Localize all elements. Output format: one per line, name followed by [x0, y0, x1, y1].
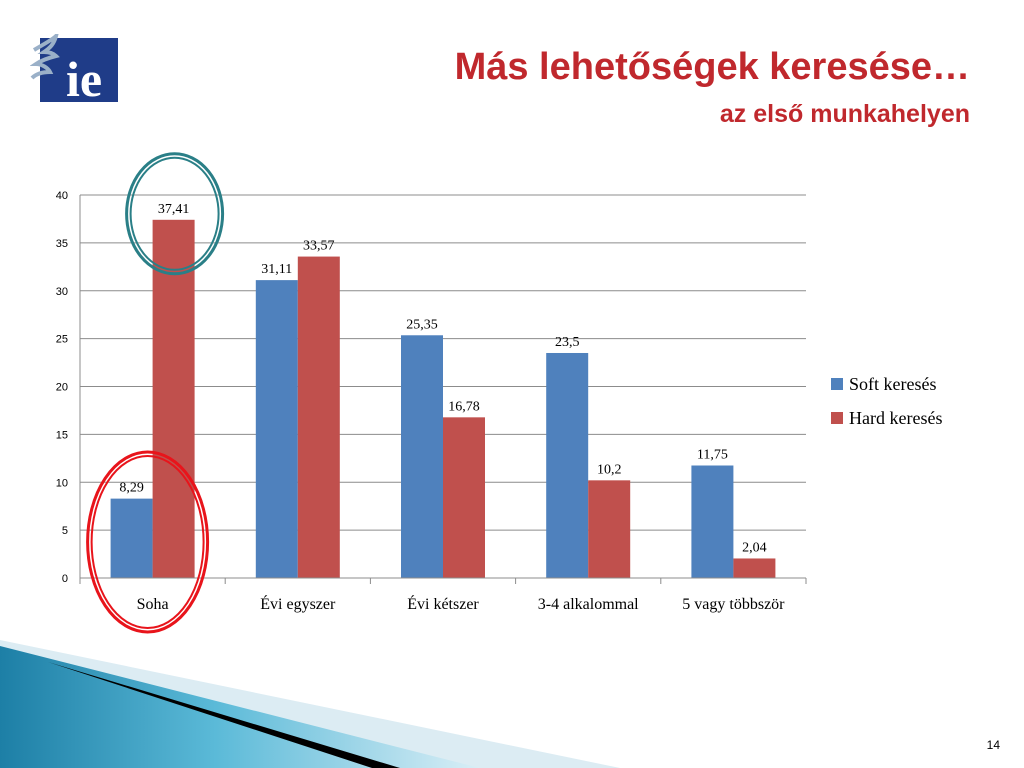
data-label: 10,2: [597, 462, 622, 477]
y-tick-label: 5: [62, 525, 68, 537]
decor-swoosh-blue: [0, 646, 480, 768]
category-label: Évi kétszer: [407, 594, 479, 613]
slide-subtitle: az első munkahelyen: [719, 100, 970, 128]
chart-axes: [79, 195, 807, 584]
bar: [255, 280, 298, 578]
bar: [733, 558, 776, 578]
data-label: 2,04: [742, 540, 767, 555]
legend-label: Hard keresés: [849, 408, 942, 428]
y-tick-label: 25: [56, 334, 68, 346]
data-label: 23,5: [555, 335, 580, 350]
bar: [401, 335, 443, 578]
bar: [443, 417, 485, 578]
data-label: 37,41: [158, 202, 190, 217]
bar: [152, 219, 195, 578]
chart-legend: Soft keresés Hard keresés: [831, 374, 942, 428]
y-tick-label: 40: [56, 190, 68, 202]
data-label: 31,11: [261, 262, 292, 277]
y-tick-label: 30: [56, 286, 68, 298]
y-tick-label: 35: [56, 238, 68, 250]
annotation-ellipse-inner: [129, 156, 220, 271]
data-label: 25,35: [406, 317, 438, 332]
logo: ie: [29, 29, 120, 109]
logo-icon: ie: [29, 29, 118, 107]
data-label: 8,29: [119, 481, 144, 496]
logo-text: ie: [66, 51, 102, 104]
decor-swoosh-black: [48, 662, 400, 768]
annotation-ellipse: [86, 450, 210, 634]
category-label: 5 vagy többször: [682, 596, 785, 613]
chart-annotations: [86, 152, 225, 634]
y-tick-label: 0: [62, 573, 68, 585]
legend-swatch: [831, 412, 843, 424]
data-label: 33,57: [303, 239, 335, 254]
category-label: 3-4 alkalommal: [538, 596, 639, 613]
y-tick-label: 10: [56, 477, 68, 489]
legend-label: Soft keresés: [849, 374, 936, 394]
slide-number: 14: [986, 738, 1000, 752]
bar: [588, 480, 631, 578]
category-label: Soha: [137, 596, 169, 613]
bar: [691, 465, 734, 578]
legend-swatch: [831, 378, 843, 390]
data-label: 16,78: [448, 399, 480, 414]
chart-bars: [110, 219, 776, 578]
slide-title: Más lehetőségek keresése…: [454, 46, 970, 88]
bar: [546, 352, 589, 578]
y-tick-label: 20: [56, 382, 68, 394]
chart-labels: 0 5 10 15 20 25 30 35 40 8,29 37,41 Soha 31,11 33,57 É…: [56, 190, 785, 613]
bar: [297, 256, 340, 578]
bar: [110, 498, 153, 578]
y-tick-label: 15: [56, 429, 68, 441]
data-label: 11,75: [697, 447, 728, 462]
annotation-ellipse-inner: [90, 455, 205, 629]
category-label: Évi egyszer: [260, 594, 336, 613]
annotation-ellipse: [125, 152, 225, 276]
